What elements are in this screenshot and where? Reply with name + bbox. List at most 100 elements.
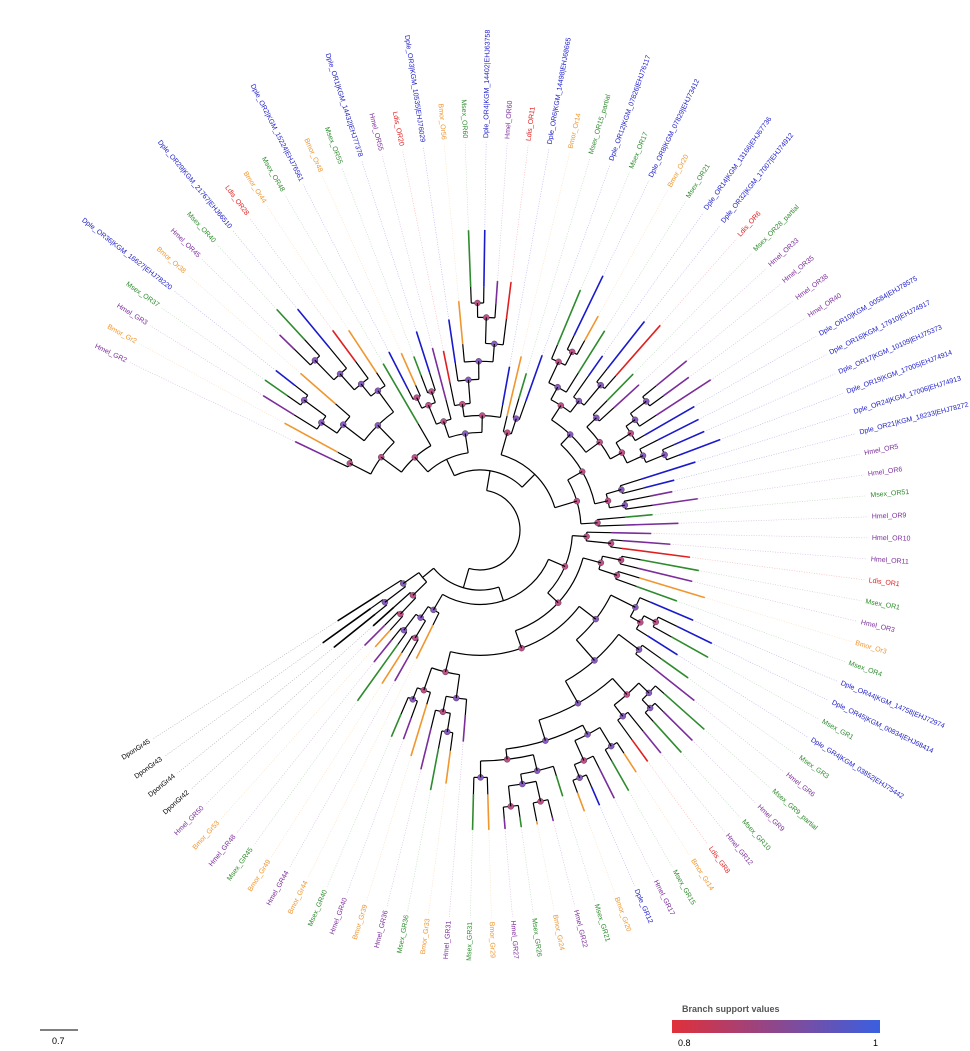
leaf-label: Hmel_GR22 (572, 909, 588, 948)
branch (625, 419, 636, 427)
terminal-branch (442, 350, 451, 383)
leaf-label: Hmel_GR2 (93, 343, 127, 364)
terminal-branch (388, 351, 409, 390)
branch (612, 678, 628, 695)
leader-line (552, 820, 576, 907)
branch (621, 555, 641, 561)
leaf-label: Dple_OR2|KGM_15224|EHJ76561 (249, 83, 305, 183)
leaf-label: Dple_OR10|KGM_00584|EHJ78575 (818, 275, 919, 337)
branch (567, 471, 583, 481)
terminal-branch (655, 379, 712, 416)
leaf-label: Hmel_OR6 (868, 466, 903, 478)
leader-line (688, 300, 794, 378)
tree (129, 142, 868, 918)
leaf-label: Bmor_Gr53 (192, 820, 221, 852)
terminal-branch (657, 418, 699, 441)
terminal-branch (655, 360, 688, 387)
leaf-label: Msex_OR48 (260, 156, 286, 193)
leaf-label: Hmel_GR6 (784, 772, 816, 799)
legend-max: 1 (873, 1038, 878, 1048)
branch (321, 422, 338, 434)
terminal-branch (663, 376, 690, 397)
leader-line (249, 217, 333, 331)
branch (414, 620, 426, 639)
terminal-branch (623, 752, 637, 773)
terminal-branch (382, 363, 419, 425)
terminal-branch (374, 629, 391, 648)
leaf-label: Msex_OR4 (847, 660, 882, 679)
branch (461, 404, 465, 417)
branch (611, 539, 623, 542)
terminal-branch (467, 230, 472, 287)
branch (643, 615, 657, 623)
branch (464, 433, 469, 453)
branch (538, 719, 546, 741)
leaf-label: Hmel_GR27 (509, 920, 519, 959)
branch (618, 633, 640, 651)
leaf-label: Ldis_OR6 (737, 210, 763, 238)
node-support (413, 394, 420, 401)
leaf-label: Msex_GR10 (740, 819, 771, 853)
branch (412, 687, 418, 700)
node-support (504, 429, 511, 436)
leader-line (443, 143, 460, 302)
branch (655, 685, 665, 695)
leaf-label: Dple_OR44|KGM_14758|EHJ72974 (839, 680, 945, 730)
leader-line (407, 789, 431, 912)
branch (464, 699, 468, 716)
leader-line (692, 581, 858, 622)
leaf-label: Hmel_GR50 (173, 805, 205, 837)
terminal-branch (555, 775, 564, 797)
branch (403, 613, 417, 631)
leaf-label: Msex_OR21 (685, 163, 712, 200)
terminal-branch (576, 792, 586, 812)
leader-line (660, 238, 737, 326)
leaf-label: Hmel_OR60 (504, 100, 514, 139)
terminal-branch (674, 430, 705, 446)
leaf-label: Ldis_OR11 (526, 106, 537, 141)
leader-line (470, 829, 473, 918)
arc (450, 606, 580, 656)
leaf-label: Dple_OR45|KGM_00834|EHJ68414 (830, 699, 934, 755)
branch (610, 546, 622, 550)
leader-line (677, 654, 809, 738)
branch (455, 674, 461, 699)
node-support (617, 556, 625, 564)
branch (615, 432, 632, 444)
leader-line (201, 259, 280, 336)
branch (427, 404, 437, 425)
leaf-label: Bmor_Gr20 (613, 896, 632, 932)
terminal-branch (577, 330, 606, 374)
leader-line (651, 533, 868, 539)
terminal-branch (636, 585, 678, 602)
branch (535, 781, 542, 802)
leaf-label: Hmel_GR17 (652, 879, 676, 917)
scale-label: 0.7 (52, 1036, 65, 1046)
branch (432, 594, 444, 611)
terminal-branch (647, 635, 678, 656)
terminal-branch (519, 816, 523, 828)
leader-line (520, 152, 570, 357)
leader-line (704, 373, 836, 432)
leader-line (488, 829, 492, 918)
leaf-label: Bmor_Gr39 (352, 904, 369, 941)
terminal-branch (381, 652, 403, 684)
branch (639, 597, 651, 603)
branch (594, 500, 609, 505)
branch (498, 586, 504, 601)
terminal-branch (621, 547, 691, 559)
branch (397, 631, 408, 645)
branch (416, 397, 423, 409)
leaf-label: Bmor_Gr44 (287, 880, 309, 916)
branch (604, 375, 617, 389)
branch (470, 286, 472, 304)
terminal-branch (653, 667, 695, 702)
leader-line (174, 290, 277, 371)
leaf-label: Msex_OR55 (323, 126, 343, 165)
leader-line (695, 413, 851, 463)
branch (377, 424, 395, 443)
leader-line (562, 796, 596, 901)
leaf-label: Hmel_GR44 (266, 870, 291, 907)
leaf-label: Dple_OR12|KGM_07826|EHJ76117 (608, 54, 652, 162)
leader-line (710, 318, 806, 381)
